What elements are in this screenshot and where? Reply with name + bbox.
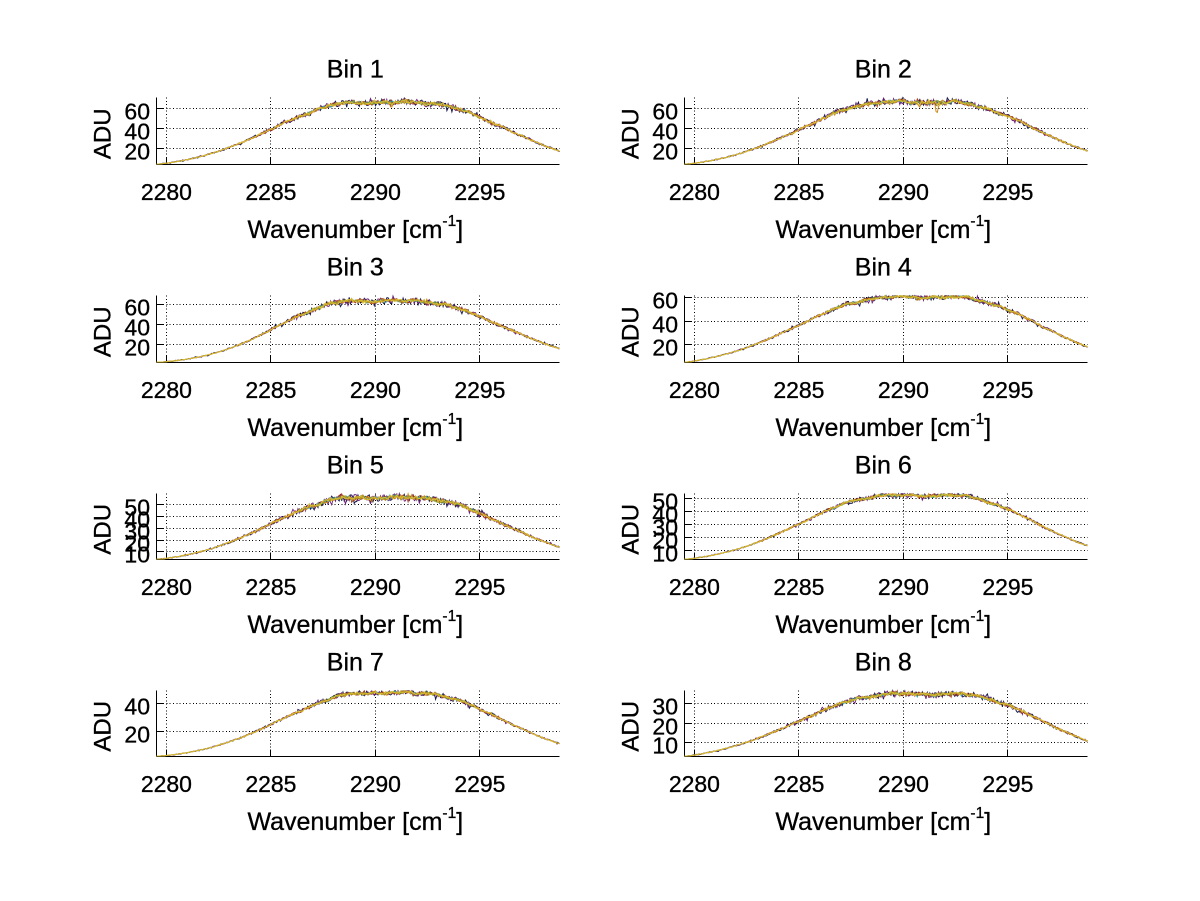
svg-text:50: 50: [124, 494, 150, 520]
svg-text:2295: 2295: [454, 574, 505, 600]
svg-text:2280: 2280: [669, 179, 720, 205]
svg-text:2280: 2280: [669, 377, 720, 403]
svg-text:2285: 2285: [773, 574, 824, 600]
svg-text:20: 20: [124, 530, 150, 556]
svg-text:ADU: ADU: [618, 504, 645, 555]
svg-text:Wavenumber [cm-1]: Wavenumber [cm-1]: [247, 805, 463, 836]
svg-text:30: 30: [652, 693, 678, 719]
svg-text:40: 40: [652, 311, 678, 337]
svg-text:40: 40: [124, 314, 150, 340]
svg-text:20: 20: [124, 721, 150, 747]
svg-text:2280: 2280: [141, 179, 192, 205]
svg-text:2290: 2290: [878, 771, 929, 797]
svg-text:Bin 4: Bin 4: [855, 254, 912, 282]
svg-text:2280: 2280: [669, 771, 720, 797]
svg-text:ADU: ADU: [90, 701, 117, 752]
svg-text:2295: 2295: [982, 179, 1033, 205]
svg-text:20: 20: [652, 713, 678, 739]
svg-text:60: 60: [652, 287, 678, 313]
svg-text:2295: 2295: [982, 377, 1033, 403]
svg-text:60: 60: [124, 98, 150, 124]
svg-text:20: 20: [124, 334, 150, 360]
svg-text:2295: 2295: [982, 771, 1033, 797]
svg-text:30: 30: [124, 518, 150, 544]
svg-text:2285: 2285: [245, 771, 296, 797]
svg-text:ADU: ADU: [618, 306, 645, 357]
svg-text:2285: 2285: [773, 377, 824, 403]
svg-text:2280: 2280: [141, 771, 192, 797]
svg-text:30: 30: [652, 514, 678, 540]
svg-text:2285: 2285: [245, 377, 296, 403]
svg-text:2285: 2285: [245, 179, 296, 205]
svg-text:40: 40: [652, 501, 678, 527]
svg-text:20: 20: [652, 138, 678, 164]
svg-text:Wavenumber [cm-1]: Wavenumber [cm-1]: [247, 411, 463, 442]
svg-text:2290: 2290: [350, 574, 401, 600]
svg-text:50: 50: [652, 488, 678, 514]
svg-text:2290: 2290: [878, 574, 929, 600]
svg-text:2290: 2290: [878, 377, 929, 403]
svg-text:ADU: ADU: [90, 306, 117, 357]
svg-text:Bin 8: Bin 8: [855, 649, 912, 677]
svg-text:Bin 6: Bin 6: [855, 452, 912, 480]
svg-text:2295: 2295: [982, 574, 1033, 600]
svg-text:Wavenumber [cm-1]: Wavenumber [cm-1]: [247, 608, 463, 639]
svg-text:2280: 2280: [141, 377, 192, 403]
svg-text:20: 20: [652, 527, 678, 553]
svg-text:40: 40: [124, 118, 150, 144]
svg-text:2290: 2290: [878, 179, 929, 205]
svg-text:2285: 2285: [245, 574, 296, 600]
svg-text:Bin 5: Bin 5: [327, 452, 384, 480]
svg-text:2280: 2280: [669, 574, 720, 600]
svg-text:2290: 2290: [350, 771, 401, 797]
svg-text:ADU: ADU: [90, 108, 117, 159]
svg-text:60: 60: [652, 98, 678, 124]
svg-text:20: 20: [652, 334, 678, 360]
svg-text:60: 60: [124, 294, 150, 320]
svg-text:2285: 2285: [773, 179, 824, 205]
svg-text:2295: 2295: [454, 179, 505, 205]
svg-text:Bin 7: Bin 7: [327, 649, 384, 677]
svg-text:Wavenumber [cm-1]: Wavenumber [cm-1]: [775, 411, 991, 442]
svg-text:40: 40: [124, 693, 150, 719]
svg-text:Wavenumber [cm-1]: Wavenumber [cm-1]: [775, 213, 991, 244]
svg-text:Wavenumber [cm-1]: Wavenumber [cm-1]: [247, 213, 463, 244]
svg-text:2295: 2295: [454, 377, 505, 403]
svg-text:Bin 1: Bin 1: [327, 56, 384, 84]
svg-text:40: 40: [652, 118, 678, 144]
svg-text:40: 40: [124, 506, 150, 532]
svg-text:ADU: ADU: [90, 504, 117, 555]
svg-text:10: 10: [652, 540, 678, 566]
svg-text:20: 20: [124, 138, 150, 164]
svg-text:Wavenumber [cm-1]: Wavenumber [cm-1]: [775, 805, 991, 836]
svg-text:2295: 2295: [454, 771, 505, 797]
svg-text:Bin 3: Bin 3: [327, 254, 384, 282]
svg-text:2290: 2290: [350, 179, 401, 205]
svg-text:ADU: ADU: [618, 701, 645, 752]
svg-text:2290: 2290: [350, 377, 401, 403]
svg-text:Bin 2: Bin 2: [855, 56, 912, 84]
svg-text:10: 10: [652, 732, 678, 758]
svg-text:2285: 2285: [773, 771, 824, 797]
svg-text:Wavenumber [cm-1]: Wavenumber [cm-1]: [775, 608, 991, 639]
svg-text:2280: 2280: [141, 574, 192, 600]
svg-text:ADU: ADU: [618, 108, 645, 159]
svg-text:10: 10: [124, 541, 150, 567]
